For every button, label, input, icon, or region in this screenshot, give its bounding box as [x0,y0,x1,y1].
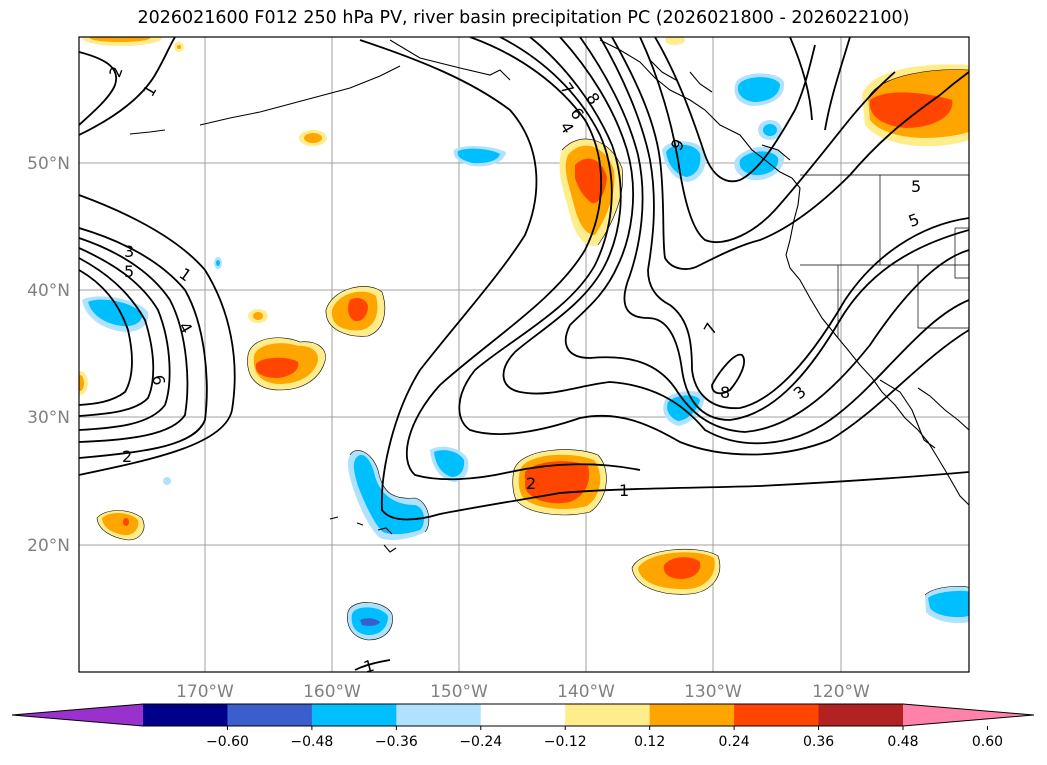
political-borders [800,174,969,338]
colorbar-tick-label: 0.60 [972,734,1003,750]
lat-label: 50°N [27,154,70,174]
colorbar-tick-label: −0.12 [544,734,587,750]
precip-positive-shading [79,37,969,595]
contour-label: 5 [124,262,134,281]
colorbar-tick-label: 0.24 [719,734,750,750]
longitude-labels: 170°W 160°W 150°W 140°W 130°W 120°W [176,682,870,702]
lon-label: 120°W [812,682,870,702]
lon-label: 170°W [176,682,234,702]
colorbar-tick-label: −0.60 [206,734,249,750]
colorbar-tick-label: 0.12 [634,734,665,750]
contour-label: 6 [148,373,168,386]
colorbar-segment [734,704,820,726]
contour-label: 3 [124,242,134,261]
colorbar-segment [143,704,228,726]
colorbar-tick-label: 0.48 [887,734,918,750]
colorbar-tick-label: −0.36 [375,734,418,750]
colorbar-extend-high [903,704,1034,726]
coastlines [129,39,969,553]
colorbar: −0.60 −0.48 −0.36 −0.24 −0.12 0.12 0.24 0.36 0.4… [11,703,1035,750]
contour-label: 5 [911,177,921,196]
contour-label: 2 [122,447,132,466]
lon-label: 130°W [684,682,742,702]
lat-label: 20°N [27,536,70,556]
contour-label: 2 [526,474,536,493]
contour-label: 8 [720,383,730,402]
precip-outlines [96,69,969,641]
contour-label: 1 [619,481,629,500]
colorbar-segment [480,704,566,726]
lat-label: 30°N [27,408,70,428]
colorbar-segment [649,704,735,726]
gridlines [79,37,969,672]
map-title: 2026021600 F012 250 hPa PV, river basin … [137,8,910,28]
colorbar-tick-label: 0.36 [803,734,834,750]
lon-label: 140°W [557,682,615,702]
colorbar-segment [396,704,482,726]
colorbar-segment [311,704,397,726]
lon-label: 160°W [303,682,361,702]
colorbar-tick-label: −0.24 [459,734,502,750]
lat-label: 40°N [27,281,70,301]
map-panel: 2 1 3 5 1 4 6 2 4 6 7 8 9 5 5 7 8 3 2 1 … [79,37,969,672]
colorbar-segment [227,704,313,726]
colorbar-segment [565,704,651,726]
pv-contours [79,37,969,671]
latitude-labels: 50°N 40°N 30°N 20°N [27,154,70,556]
map-frame [78,36,970,673]
lon-label: 150°W [430,682,488,702]
colorbar-tick-label: −0.48 [290,734,333,750]
colorbar-segment [818,704,904,726]
colorbar-extend-low [12,704,143,726]
colorbar-outline [11,703,1035,727]
precip-negative-shading [82,73,969,640]
